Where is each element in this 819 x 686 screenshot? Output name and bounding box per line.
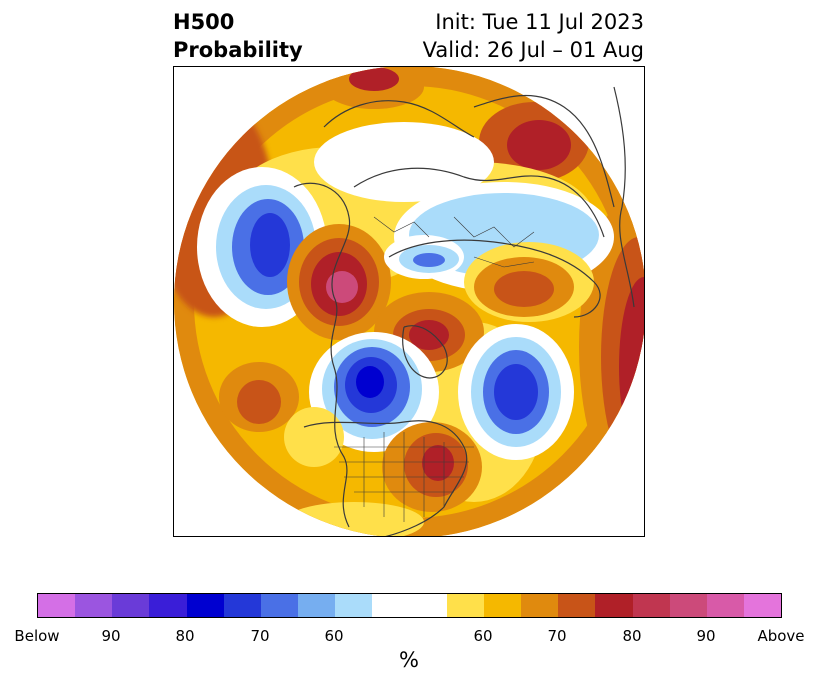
colorbar-segment <box>112 594 150 617</box>
map-panel <box>173 66 645 537</box>
forecast-dates: Init: Tue 11 Jul 2023 Valid: 26 Jul – 01… <box>423 8 644 64</box>
colorbar-segment <box>335 594 373 617</box>
colorbar-segment <box>632 594 670 617</box>
map-title: H500 Probability <box>173 8 303 64</box>
colorbar-segment <box>446 594 484 617</box>
colorbar-tick-label: 90 <box>696 627 716 645</box>
colorbar-segment <box>149 594 187 617</box>
colorbar-tick-label: 80 <box>175 627 195 645</box>
valid-period: Valid: 26 Jul – 01 Aug <box>422 38 644 62</box>
colorbar-segment <box>558 594 596 617</box>
colorbar-segment <box>186 594 224 617</box>
colorbar-segment <box>521 594 559 617</box>
polar-map <box>174 67 644 536</box>
colorbar-segment <box>372 594 410 617</box>
colorbar-segment <box>38 594 76 617</box>
colorbar-tick-label: 60 <box>324 627 344 645</box>
colorbar-tick-label: Below <box>14 627 60 645</box>
colorbar-segment <box>298 594 336 617</box>
colorbar-tick-label: Above <box>757 627 805 645</box>
colorbar-tick-label: 90 <box>101 627 121 645</box>
colorbar-unit-label: % <box>399 648 419 672</box>
colorbar-segment <box>743 594 782 617</box>
colorbar-tick-label: 60 <box>473 627 493 645</box>
colorbar <box>37 593 782 618</box>
colorbar-segment <box>75 594 113 617</box>
colorbar-segment <box>483 594 522 617</box>
colorbar-segment <box>409 594 447 617</box>
title-variable: H500 <box>173 10 235 34</box>
colorbar-segment <box>223 594 261 617</box>
colorbar-tick-label: 70 <box>547 627 567 645</box>
probability-field <box>174 67 644 536</box>
title-product: Probability <box>173 38 303 62</box>
colorbar-tick-label: 70 <box>250 627 270 645</box>
colorbar-segment <box>595 594 633 617</box>
colorbar-tick-label: 80 <box>622 627 642 645</box>
init-date: Init: Tue 11 Jul 2023 <box>435 10 644 34</box>
political-borders <box>334 216 535 522</box>
colorbar-segment <box>706 594 744 617</box>
colorbar-segment <box>260 594 299 617</box>
colorbar-segment <box>669 594 707 617</box>
